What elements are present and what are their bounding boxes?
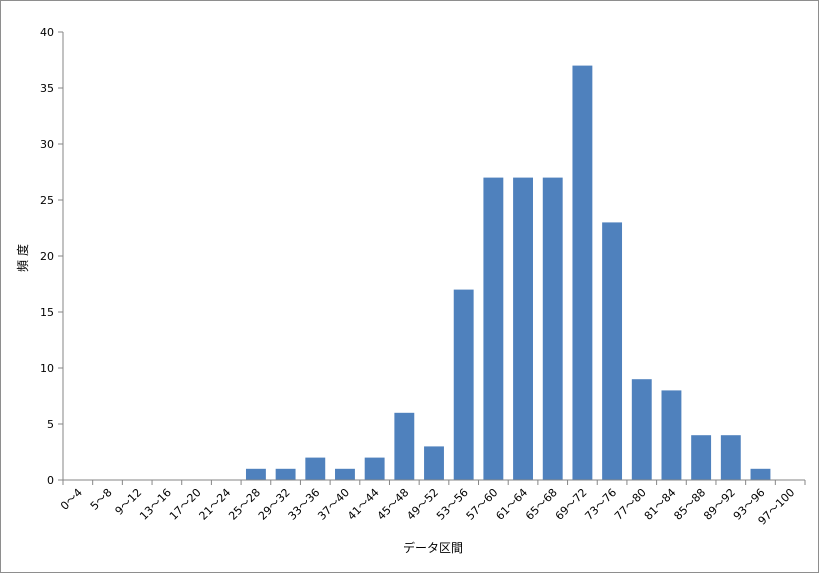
bars-group bbox=[245, 65, 771, 480]
bar-41～44 bbox=[364, 457, 385, 480]
y-tick-label: 35 bbox=[40, 82, 54, 95]
y-tick-label: 5 bbox=[47, 418, 54, 431]
x-tick-label: 37～40 bbox=[315, 486, 352, 523]
x-tick-label: 61～64 bbox=[493, 486, 530, 523]
x-tick-label: 57～60 bbox=[464, 486, 501, 523]
x-tick-label: 65～68 bbox=[523, 486, 560, 523]
y-tick-label: 40 bbox=[40, 26, 54, 39]
bar-53～56 bbox=[453, 289, 474, 480]
y-tick-label: 30 bbox=[40, 138, 54, 151]
bar-49～52 bbox=[424, 446, 444, 480]
bar-93～96 bbox=[750, 468, 771, 480]
bar-37～40 bbox=[335, 468, 355, 480]
bar-77～80 bbox=[631, 379, 652, 480]
x-tick-label: 0～4 bbox=[58, 486, 85, 513]
bar-85～88 bbox=[691, 435, 712, 480]
bar-29～32 bbox=[275, 468, 296, 480]
y-tick-label: 20 bbox=[40, 250, 54, 263]
bar-45～48 bbox=[394, 412, 415, 480]
x-tick-label: 77～80 bbox=[612, 486, 649, 523]
x-tick-label: 53～56 bbox=[434, 486, 471, 523]
x-tick-label: 41～44 bbox=[345, 486, 382, 523]
bar-25～28 bbox=[245, 468, 266, 480]
bar-81～84 bbox=[661, 390, 682, 480]
x-tick-label: 17～20 bbox=[167, 486, 204, 523]
x-tick-label: 5～8 bbox=[88, 486, 115, 513]
bar-33～36 bbox=[305, 457, 326, 480]
y-tick-label: 15 bbox=[40, 306, 54, 319]
x-tick-label: 69～72 bbox=[553, 486, 590, 523]
x-tick-label: 73～76 bbox=[582, 486, 619, 523]
x-tick-label: 45～48 bbox=[375, 486, 412, 523]
x-axis-title: データ区間 bbox=[403, 540, 463, 555]
x-tick-label: 49～52 bbox=[404, 486, 441, 523]
bar-61～64 bbox=[513, 177, 533, 480]
y-tick-label: 25 bbox=[40, 194, 54, 207]
bar-69～72 bbox=[572, 65, 593, 480]
y-tick-label: 10 bbox=[40, 362, 54, 375]
bar-65～68 bbox=[542, 177, 563, 480]
x-tick-label: 29～32 bbox=[256, 486, 293, 523]
x-tick-label: 25～28 bbox=[226, 486, 263, 523]
x-tick-label: 13～16 bbox=[137, 486, 174, 523]
bar-73～76 bbox=[602, 222, 623, 480]
y-axis-title: 頻度 bbox=[15, 240, 30, 272]
x-axis: 0～4 5～89～1213～1617～2021～2425～2829～3233～36… bbox=[58, 479, 806, 528]
bar-89～92 bbox=[720, 435, 741, 480]
x-tick-label: 33～36 bbox=[286, 486, 323, 523]
y-axis: 0 5 10 15 20 25 30 35 40 bbox=[40, 26, 64, 487]
x-tick-label: 85～88 bbox=[671, 486, 708, 523]
bar-57～60 bbox=[483, 177, 504, 480]
x-tick-label: 89～92 bbox=[701, 486, 738, 523]
x-tick-label: 21～24 bbox=[197, 486, 234, 523]
x-tick-label: 81～84 bbox=[642, 486, 679, 523]
y-tick-label: 0 bbox=[47, 474, 54, 487]
